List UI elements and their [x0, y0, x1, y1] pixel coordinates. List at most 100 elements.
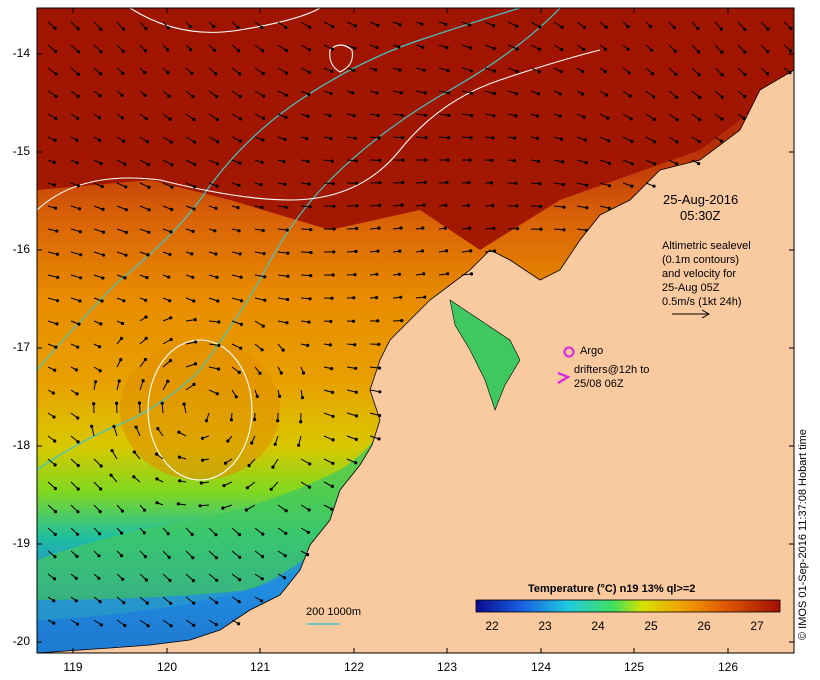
drifter-label: 25/08 06Z	[574, 378, 624, 390]
velocity-arrow	[139, 159, 149, 166]
velocity-arrow-head	[538, 182, 542, 186]
velocity-arrow-head	[213, 48, 217, 52]
velocity-arrow	[208, 573, 218, 581]
velocity-arrow-head	[76, 184, 80, 188]
isobath-200m	[37, 8, 561, 471]
argo-marker	[563, 346, 575, 358]
velocity-arrow-head	[606, 116, 610, 120]
velocity-arrow-head	[330, 484, 334, 488]
velocity-arrow-head	[626, 47, 630, 51]
velocity-arrow-head	[675, 140, 679, 144]
velocity-arrow-head	[192, 207, 196, 211]
velocity-arrow-head	[97, 116, 102, 120]
velocity-arrow-head	[514, 114, 518, 118]
velocity-arrow-head	[447, 136, 451, 140]
velocity-arrow-head	[307, 70, 311, 74]
velocity-arrow-head	[76, 50, 80, 54]
velocity-arrow-head	[191, 579, 195, 583]
velocity-arrow-head	[378, 390, 382, 394]
velocity-arrow	[185, 363, 196, 368]
velocity-arrow	[714, 44, 723, 53]
velocity-arrow-head	[239, 299, 244, 303]
velocity-arrow-head	[215, 275, 219, 279]
velocity-arrow-head	[300, 396, 305, 400]
velocity-arrow	[760, 21, 769, 30]
velocity-arrow-head	[120, 93, 124, 97]
velocity-arrow	[484, 90, 495, 94]
velocity-arrow	[300, 481, 310, 488]
velocity-arrow-head	[200, 436, 205, 440]
velocity-arrow-head	[585, 206, 589, 210]
velocity-arrow-head	[627, 71, 631, 75]
velocity-arrow-head	[145, 601, 149, 605]
velocity-arrow-head	[90, 424, 94, 428]
velocity-arrow-head	[52, 183, 56, 187]
velocity-arrow-head	[285, 321, 289, 325]
velocity-arrow	[231, 343, 241, 349]
velocity-arrow-head	[376, 23, 380, 27]
velocity-arrow-head	[168, 359, 173, 363]
velocity-arrow-head	[397, 272, 401, 276]
velocity-arrow-head	[134, 425, 138, 429]
velocity-arrow-head	[263, 298, 267, 302]
time-label: 05:30Z	[680, 208, 721, 223]
velocity-arrow-head	[743, 50, 747, 54]
velocity-arrow-head	[215, 162, 220, 166]
velocity-arrow-head	[169, 624, 173, 628]
sealevel-contour-eddy	[147, 339, 253, 481]
velocity-arrow-head	[378, 181, 382, 185]
velocity-arrow-head	[76, 27, 80, 31]
velocity-arrow	[93, 251, 104, 256]
velocity-arrow-head	[286, 251, 290, 255]
velocity-arrow	[93, 228, 104, 233]
velocity-arrow-head	[284, 115, 288, 119]
velocity-arrow-head	[539, 204, 543, 208]
velocity-arrow	[162, 136, 172, 143]
velocity-arrow-head	[284, 205, 288, 209]
velocity-arrow-head	[675, 162, 679, 166]
velocity-arrow-head	[122, 139, 126, 143]
velocity-arrow-head	[137, 401, 142, 405]
velocity-arrow-head	[192, 299, 196, 303]
warm-pool	[37, 8, 794, 250]
velocity-arrow-head	[212, 25, 216, 29]
velocity-arrow-head	[146, 624, 150, 628]
velocity-arrow-head	[223, 461, 228, 465]
velocity-arrow-head	[354, 437, 358, 441]
velocity-arrow-head	[515, 47, 519, 51]
velocity-arrow-head	[766, 27, 770, 31]
velocity-arrow-head	[330, 159, 334, 163]
velocity-arrow-head	[120, 116, 124, 120]
velocity-arrow-head	[247, 464, 251, 468]
velocity-arrow-head	[145, 140, 150, 144]
velocity-arrow-head	[100, 184, 104, 189]
velocity-arrow	[277, 21, 287, 28]
velocity-arrow-head	[143, 49, 147, 53]
velocity-arrow	[93, 21, 102, 30]
velocity-arrow-head	[516, 227, 520, 231]
altimetry-line: 25-Aug 05Z	[662, 282, 720, 294]
velocity-arrow-head	[260, 160, 264, 164]
velocity-arrow	[553, 205, 564, 208]
velocity-arrow-head	[375, 46, 379, 50]
velocity-arrow-head	[399, 295, 403, 299]
velocity-arrow-head	[353, 24, 358, 28]
velocity-arrow-head	[376, 249, 380, 253]
velocity-arrow-head	[331, 25, 335, 29]
velocity-arrow-head	[351, 91, 355, 95]
velocity-arrow-head	[193, 185, 197, 189]
velocity-arrow-head	[378, 203, 382, 207]
velocity-arrow-head	[375, 272, 379, 276]
velocity-arrow	[116, 21, 124, 30]
velocity-arrow-head	[284, 25, 288, 30]
velocity-arrow-head	[190, 252, 194, 256]
velocity-arrow-head	[189, 25, 193, 29]
velocity-arrow-head	[398, 249, 402, 253]
velocity-arrow-head	[355, 226, 359, 231]
velocity-arrow-head	[182, 402, 186, 406]
velocity-arrow	[185, 341, 196, 345]
velocity-arrow	[438, 136, 449, 139]
velocity-arrow	[116, 182, 127, 188]
velocity-arrow	[91, 426, 95, 437]
velocity-arrow	[277, 504, 287, 512]
